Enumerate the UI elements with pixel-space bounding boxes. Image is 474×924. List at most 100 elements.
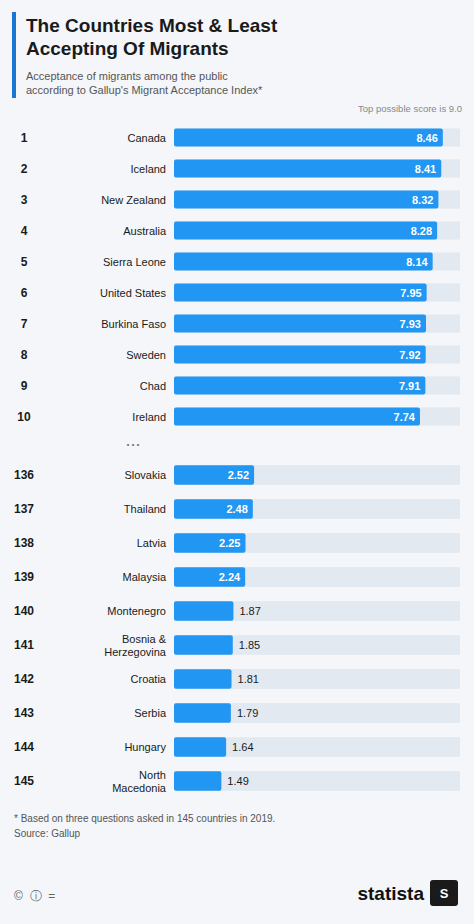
bars — [174, 465, 254, 791]
data-label: 8.32 — [412, 194, 433, 206]
bar-chart: 1Canada8.462Iceland8.413New Zealand8.324… — [17, 129, 460, 426]
bar — [174, 284, 427, 302]
bar-track — [174, 635, 460, 655]
data-label: 2.52 — [228, 469, 249, 481]
source: Source: Gallup — [14, 828, 81, 839]
bar-track — [174, 160, 460, 178]
bar-track — [174, 315, 460, 333]
category-label: Latvia — [137, 537, 167, 549]
category-label: United States — [100, 287, 167, 299]
top-note: Top possible score is 9.0 — [358, 103, 462, 114]
bar — [174, 253, 433, 271]
rank: 8 — [21, 348, 28, 362]
rank: 138 — [14, 536, 34, 550]
bar — [174, 771, 221, 791]
tracks — [174, 129, 460, 426]
data-label: 1.85 — [239, 639, 260, 651]
labels: 136Slovakia2.52137Thailand2.48138Latvia2… — [14, 468, 261, 794]
category-label: Burkina Faso — [101, 318, 166, 330]
data-label: 1.49 — [227, 775, 248, 787]
data-label: 2.24 — [219, 571, 241, 583]
background — [0, 0, 474, 924]
bar — [174, 533, 246, 553]
bar-track — [174, 191, 460, 209]
tracks — [174, 465, 460, 791]
data-label: 7.74 — [394, 411, 416, 423]
bar-track — [174, 533, 460, 553]
bar — [174, 377, 425, 395]
category-label: Slovakia — [124, 469, 166, 481]
data-label: 8.14 — [406, 256, 428, 268]
rank: 144 — [14, 740, 34, 754]
bars — [174, 129, 443, 426]
bar — [174, 567, 245, 587]
bar-track — [174, 499, 460, 519]
title: The Countries Most & LeastAccepting Of M… — [26, 15, 278, 59]
bar-track — [174, 129, 460, 147]
bar-track — [174, 377, 460, 395]
logo-block — [430, 880, 458, 906]
bar — [174, 346, 426, 364]
subtitle: Acceptance of migrants among the publica… — [26, 70, 263, 96]
data-label: 8.28 — [411, 225, 432, 237]
rank: 139 — [14, 570, 34, 584]
category-label: Sierra Leone — [103, 256, 166, 268]
bar-track — [174, 408, 460, 426]
data-label: 8.46 — [416, 132, 437, 144]
rank: 6 — [21, 286, 28, 300]
data-label: 1.64 — [232, 741, 253, 753]
title-accent — [12, 12, 16, 98]
category-label: Ireland — [132, 411, 166, 423]
bar-track — [174, 253, 460, 271]
bar-chart: 136Slovakia2.52137Thailand2.48138Latvia2… — [14, 465, 460, 793]
category-label: Iceland — [131, 163, 166, 175]
rank: 10 — [17, 410, 31, 424]
bar — [174, 669, 232, 689]
rank: 5 — [21, 255, 28, 269]
category-label: NorthMacedonia — [112, 769, 167, 794]
data-label: 7.93 — [400, 318, 421, 330]
bar-track — [174, 703, 460, 723]
bar — [174, 129, 443, 147]
rank: 140 — [14, 604, 34, 618]
logo-text: statista — [357, 883, 424, 904]
bar — [174, 222, 437, 240]
rank: 142 — [14, 672, 34, 686]
rank: 145 — [14, 774, 34, 788]
bar-track — [174, 601, 460, 621]
footnote: * Based on three questions asked in 145 … — [14, 813, 275, 824]
category-label: Bosnia &Herzegovina — [104, 633, 167, 658]
rank: 4 — [21, 224, 28, 238]
rank: 136 — [14, 468, 34, 482]
logo-letter: S — [440, 886, 449, 901]
bar — [174, 499, 253, 519]
license-icons: © ⓘ = — [14, 889, 55, 903]
rank: 7 — [21, 317, 28, 331]
category-label: Chad — [140, 380, 166, 392]
rank: 2 — [21, 162, 28, 176]
rank: 141 — [14, 638, 34, 652]
category-label: Serbia — [134, 707, 167, 719]
bar-track — [174, 346, 460, 364]
data-label: 1.87 — [239, 605, 260, 617]
labels: 1Canada8.462Iceland8.413New Zealand8.324… — [17, 131, 438, 424]
bar — [174, 737, 226, 757]
rank: 1 — [21, 131, 28, 145]
bar — [174, 315, 426, 333]
chart-root: The Countries Most & LeastAccepting Of M… — [0, 0, 474, 924]
bar-track — [174, 771, 460, 791]
data-label: 1.81 — [238, 673, 259, 685]
category-label: Sweden — [126, 349, 166, 361]
category-label: Montenegro — [107, 605, 166, 617]
bar-track — [174, 669, 460, 689]
data-label: 1.79 — [237, 707, 258, 719]
rank: 9 — [21, 379, 28, 393]
bar-track — [174, 222, 460, 240]
data-label: 2.48 — [226, 503, 247, 515]
bar — [174, 703, 231, 723]
bar — [174, 635, 233, 655]
category-label: Croatia — [131, 673, 167, 685]
data-label: 7.95 — [400, 287, 421, 299]
category-label: Thailand — [124, 503, 166, 515]
bar — [174, 191, 438, 209]
